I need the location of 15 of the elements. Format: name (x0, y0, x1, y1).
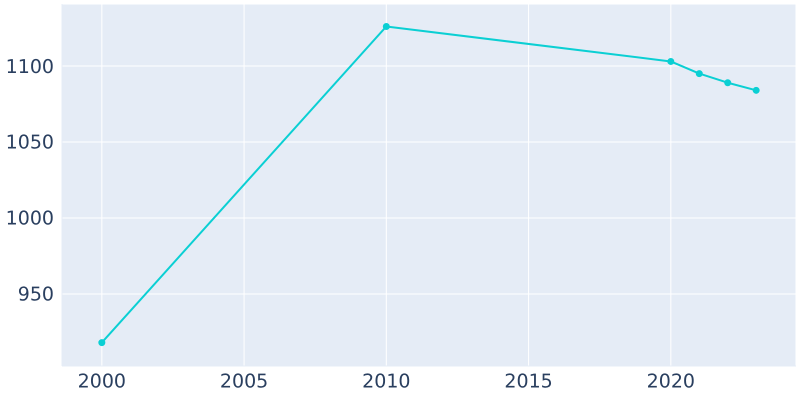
point (752, 86, 760, 94)
x-tick-label: 2020 (646, 370, 695, 392)
y-tick-label: 1100 (6, 56, 54, 78)
point (382, 22, 390, 30)
y-tick-label: 1000 (6, 208, 54, 230)
point (667, 58, 674, 65)
x-tick-label: 2010 (362, 370, 411, 392)
point (724, 79, 732, 86)
x-tick-label: 2005 (220, 370, 268, 392)
y-tick-label: 950 (18, 284, 54, 306)
y-tick-label: 1050 (6, 132, 54, 154)
point (98, 339, 106, 346)
x-tick-label: 2000 (78, 370, 126, 392)
x-tick-label: 2015 (504, 370, 553, 392)
point (696, 70, 703, 78)
